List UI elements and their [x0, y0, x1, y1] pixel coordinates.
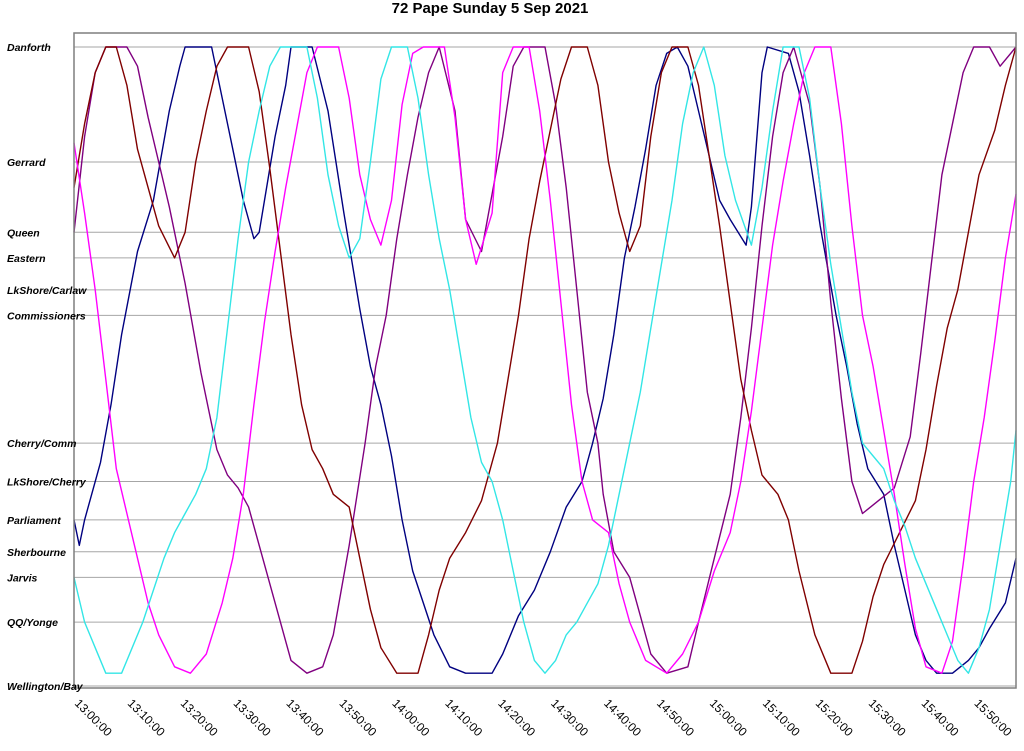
stop-label: QQ/Yonge: [7, 617, 58, 629]
x-tick-label: 15:30:00: [866, 696, 909, 739]
x-tick-label: 14:30:00: [548, 696, 591, 739]
stop-label: Danforth: [7, 42, 51, 54]
plot-area-frame: [73, 32, 1017, 689]
x-tick-label: 13:20:00: [178, 696, 221, 739]
x-tick-label: 13:40:00: [284, 696, 327, 739]
stop-label: Parliament: [7, 515, 61, 527]
chart-title: 72 Pape Sunday 5 Sep 2021: [391, 0, 589, 17]
x-tick-label: 14:50:00: [654, 696, 697, 739]
trip-series-line: [73, 46, 1017, 674]
gridlines: [74, 46, 1016, 687]
x-tick-label: 15:50:00: [972, 696, 1015, 739]
trip-traces: [73, 46, 1017, 674]
x-tick-label: 14:00:00: [389, 696, 432, 739]
stop-label: Eastern: [7, 253, 46, 265]
stop-label: LkShore/Carlaw: [7, 285, 87, 297]
time-tick-labels: 13:00:00 13:10:00 13:20:00 13:30:00 13:40:00…: [72, 696, 1015, 739]
x-tick-label: 15:40:00: [919, 696, 962, 739]
stop-label: Cherry/Comm: [7, 438, 76, 450]
stop-label: Gerrard: [7, 157, 46, 169]
trip-series-line: [73, 46, 1017, 674]
stop-label: Commissioners: [7, 310, 86, 322]
x-tick-label: 13:50:00: [336, 696, 379, 739]
stop-label: Sherbourne: [7, 547, 66, 559]
x-tick-label: 15:00:00: [707, 696, 750, 739]
x-tick-label: 14:40:00: [601, 696, 644, 739]
x-tick-label: 15:10:00: [760, 696, 803, 739]
x-tick-label: 15:20:00: [813, 696, 856, 739]
x-tick-label: 13:00:00: [72, 696, 115, 739]
trip-series-line: [73, 46, 1017, 674]
stop-label: Jarvis: [7, 572, 38, 584]
trip-series-line: [73, 46, 1017, 674]
stop-labels: Danforth Gerrard Queen Eastern LkShore/Carla…: [7, 42, 87, 693]
trip-series-line: [73, 46, 1017, 674]
x-tick-label: 13:30:00: [231, 696, 274, 739]
stop-label: LkShore/Cherry: [7, 477, 87, 489]
x-tick-label: 14:10:00: [442, 696, 485, 739]
stop-label: Queen: [7, 227, 40, 239]
x-tick-label: 13:10:00: [125, 696, 168, 739]
x-tick-label: 14:20:00: [495, 696, 538, 739]
stop-label: Wellington/Bay: [7, 681, 84, 693]
